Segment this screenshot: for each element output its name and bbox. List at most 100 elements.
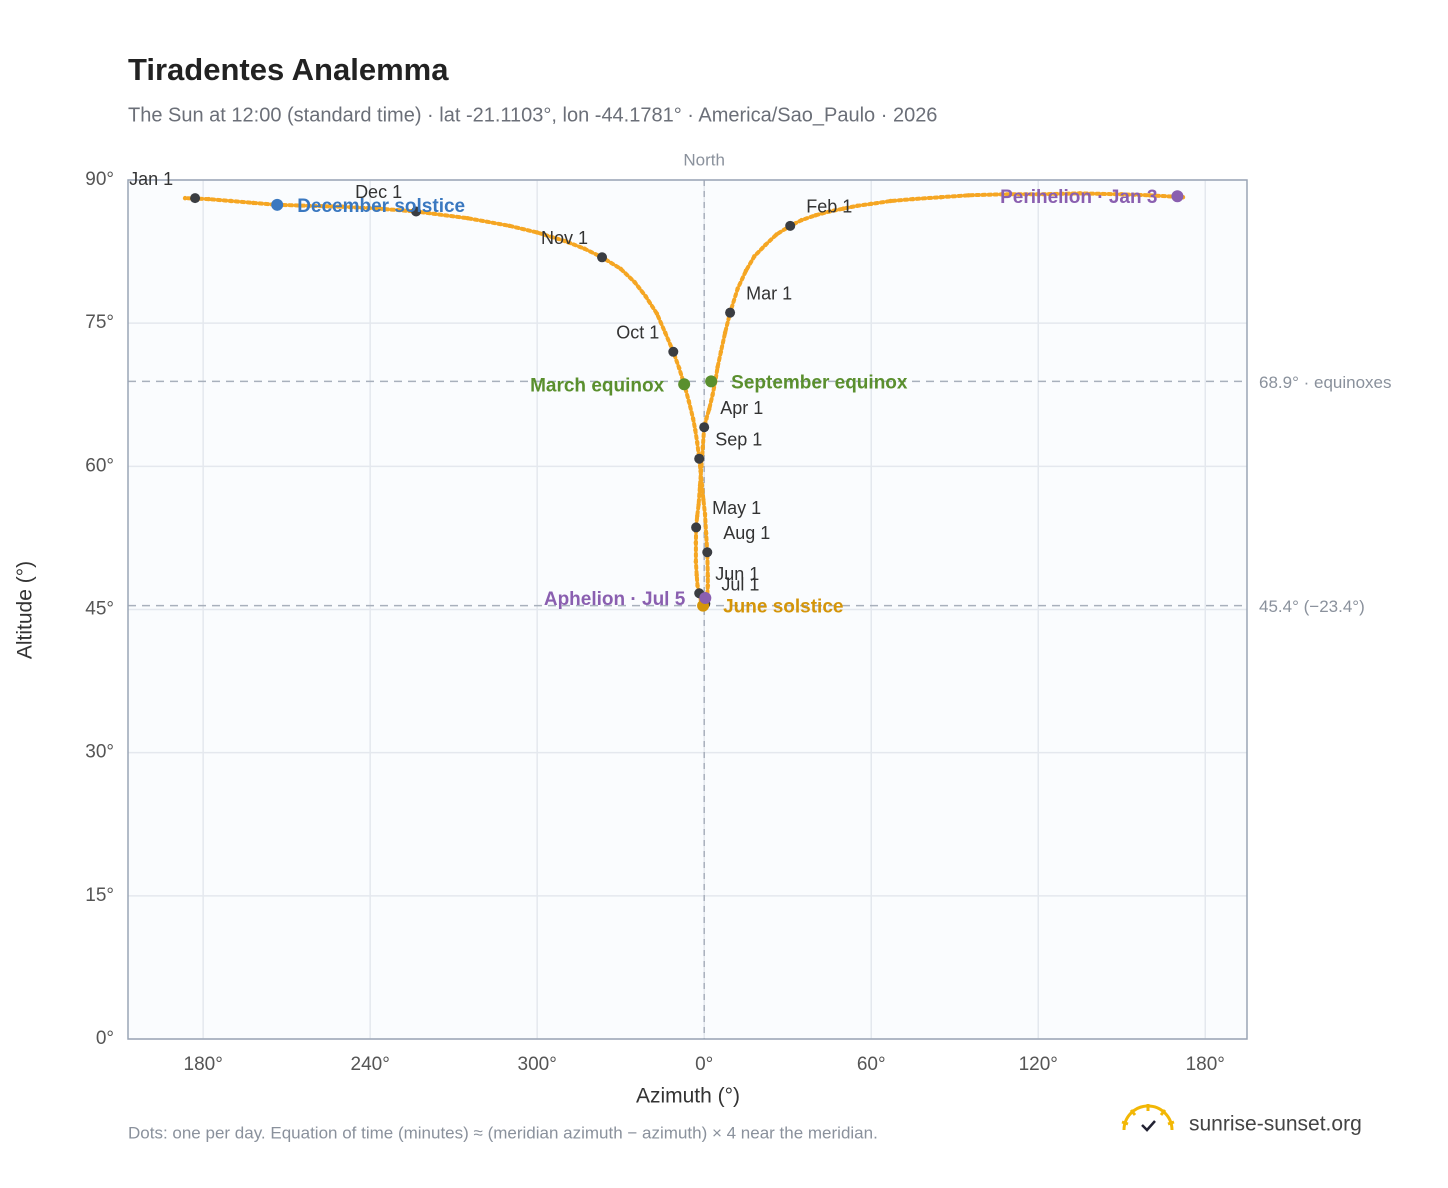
- date-label: Mar 1: [746, 283, 792, 303]
- day-dot: [813, 213, 818, 218]
- day-dot: [743, 268, 749, 273]
- date-marker: [691, 522, 702, 533]
- day-dot: [618, 266, 623, 271]
- plot-border: [127, 179, 1248, 1040]
- day-dot: [703, 530, 709, 536]
- day-dot: [251, 200, 256, 206]
- day-dot: [966, 193, 971, 198]
- footnote: Dots: one per day. Equation of time (min…: [128, 1123, 878, 1142]
- day-dot: [722, 330, 728, 335]
- day-dot: [562, 238, 568, 244]
- day-dot: [693, 427, 698, 433]
- event-marker: [271, 198, 284, 211]
- date-label: May 1: [712, 498, 761, 518]
- event-marker: [1171, 190, 1184, 203]
- day-dot: [702, 511, 708, 517]
- day-dot: [698, 468, 703, 474]
- day-dot: [465, 215, 470, 221]
- day-dot: [763, 242, 768, 248]
- day-dot: [695, 513, 700, 519]
- y-tick-label: 75°: [85, 312, 114, 333]
- day-dot: [206, 196, 211, 202]
- day-dot: [888, 198, 893, 204]
- date-label: Feb 1: [806, 197, 852, 217]
- x-tick-label: 60°: [857, 1054, 886, 1075]
- date-marker: [668, 346, 679, 357]
- day-dot: [643, 294, 648, 299]
- date-label: Jan 1: [129, 169, 173, 189]
- day-dot: [654, 311, 660, 316]
- meridian-label: North: [683, 150, 725, 169]
- y-tick-label: 45°: [85, 599, 114, 620]
- day-dot: [340, 204, 345, 209]
- x-tick-label: 180°: [1186, 1054, 1225, 1075]
- x-tick-label: 240°: [351, 1054, 390, 1075]
- day-dot: [999, 192, 1005, 197]
- date-label: Apr 1: [720, 398, 763, 418]
- day-dot: [694, 572, 699, 578]
- day-dot: [752, 254, 757, 259]
- day-dot: [695, 440, 700, 445]
- day-dot: [182, 195, 188, 201]
- day-dot: [910, 196, 916, 202]
- day-dot: [228, 198, 234, 204]
- day-dot: [938, 194, 944, 200]
- day-dot: [841, 206, 846, 211]
- x-tick-label: 180°: [184, 1054, 223, 1075]
- event-label: June solstice: [723, 597, 843, 618]
- day-dot: [735, 286, 740, 292]
- date-marker: [411, 206, 422, 217]
- day-dot: [1036, 192, 1041, 197]
- day-dot: [693, 540, 699, 545]
- event-marker: [699, 592, 712, 605]
- event-label: Aphelion · Jul 5: [544, 589, 686, 610]
- date-marker: [190, 193, 201, 204]
- brand-text: sunrise-sunset.org: [1189, 1113, 1362, 1136]
- date-marker: [699, 422, 710, 433]
- day-dot: [799, 217, 804, 223]
- day-dot: [715, 364, 720, 370]
- date-marker: [785, 220, 796, 231]
- day-dot: [710, 392, 715, 397]
- day-dot: [693, 559, 699, 564]
- day-dot: [676, 365, 682, 371]
- reference-label: 68.9° · equinoxes: [1259, 373, 1392, 392]
- y-tick-label: 30°: [85, 742, 114, 763]
- date-label: Jul 1: [721, 575, 759, 595]
- day-dot: [701, 497, 706, 502]
- date-label: Sep 1: [715, 429, 762, 449]
- day-dot: [1147, 193, 1152, 198]
- y-tick-label: 15°: [85, 885, 114, 906]
- day-dot: [534, 230, 540, 235]
- y-axis-label: Altitude (°): [14, 561, 37, 659]
- x-tick-label: 0°: [695, 1054, 713, 1075]
- event-marker: [705, 375, 718, 388]
- event-label: Perihelion · Jan 3: [1000, 187, 1157, 208]
- day-dot: [774, 232, 779, 237]
- y-tick-label: 0°: [96, 1028, 114, 1049]
- day-dot: [827, 209, 832, 214]
- day-dot: [696, 502, 701, 507]
- day-dot: [376, 206, 381, 211]
- day-dot: [1119, 192, 1124, 197]
- date-marker: [725, 307, 736, 318]
- day-dot: [695, 583, 700, 588]
- day-dot: [700, 445, 706, 450]
- day-dot: [704, 416, 709, 421]
- x-axis-label: Azimuth (°): [636, 1085, 740, 1108]
- chart-title: Tiradentes Analemma: [128, 52, 449, 87]
- date-marker: [702, 547, 713, 558]
- day-dot: [699, 464, 704, 469]
- day-dot: [582, 246, 587, 251]
- y-tick-label: 60°: [85, 455, 114, 476]
- date-label: Aug 1: [723, 523, 770, 543]
- reference-label: 45.4° (−23.4°): [1259, 597, 1365, 616]
- day-dot: [686, 399, 692, 404]
- day-dot: [306, 203, 312, 208]
- date-label: Oct 1: [616, 323, 659, 343]
- date-label: Jun 1: [715, 564, 759, 584]
- event-label: March equinox: [530, 375, 665, 396]
- event-label: December solstice: [297, 196, 465, 217]
- x-tick-label: 300°: [518, 1054, 557, 1075]
